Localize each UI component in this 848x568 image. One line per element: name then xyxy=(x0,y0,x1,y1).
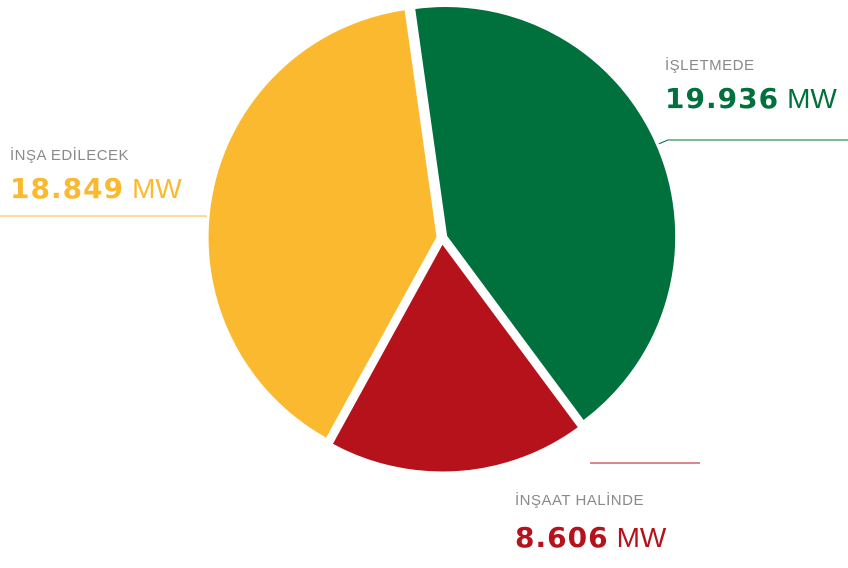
slice-label: İŞLETMEDE xyxy=(665,56,755,74)
leader-line xyxy=(0,215,215,237)
unit-text: MW xyxy=(617,522,667,553)
value-label: 8.606 MW xyxy=(515,521,667,554)
slice-label: İNŞAAT HALİNDE xyxy=(515,491,644,509)
pie-slice xyxy=(205,6,440,442)
pie-slice xyxy=(411,4,679,425)
slice-label: İNŞA EDİLECEK xyxy=(10,146,129,164)
value-text: 19.936 xyxy=(665,82,779,115)
value-label: 19.936 MW xyxy=(665,82,837,115)
unit-text: MW xyxy=(787,83,837,114)
value-label: 18.849 MW xyxy=(10,172,182,205)
pie-slice xyxy=(328,239,582,475)
leader-line xyxy=(655,139,848,146)
unit-text: MW xyxy=(132,173,182,204)
value-text: 18.849 xyxy=(10,172,124,205)
value-text: 8.606 xyxy=(515,521,609,554)
